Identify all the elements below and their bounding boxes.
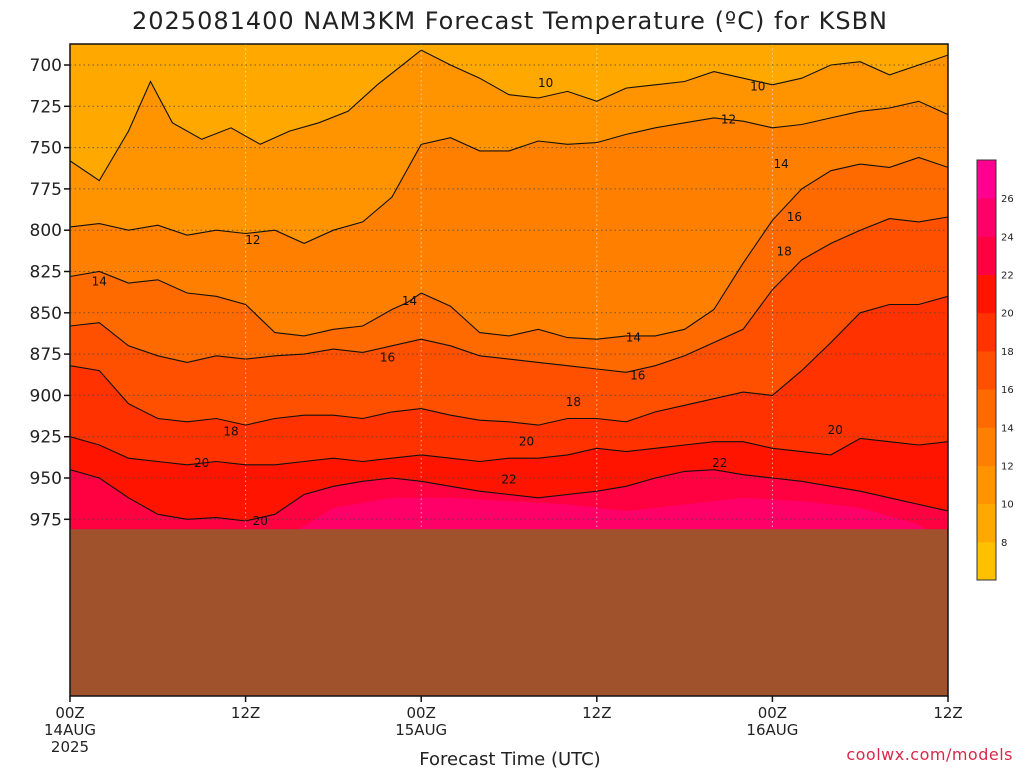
colorbar-tick-label: 10 [1001,500,1014,511]
colorbar-segment [977,160,996,199]
contour-label: 22 [712,456,727,470]
contour-label: 14 [402,294,417,308]
ground-fill [70,529,948,696]
contour-label: 10 [750,79,765,93]
contour-label: 16 [787,210,802,224]
contour-label: 20 [253,514,268,528]
contour-line-16 [70,216,948,373]
y-tick-label: 975 [30,510,62,530]
y-axis: 700 725 750 775 800 825 850 875 900 925 950 975 [30,56,70,530]
colorbar-tick-label: 24 [1001,232,1014,243]
colorbar-segment [977,465,996,505]
colorbar-segment [977,427,996,466]
y-tick-label: 925 [30,428,62,448]
plot-area: 10 10 12 12 14 14 14 14 16 16 16 18 18 18 20 20 20 20 22 22 [69,43,949,697]
contour-label: 20 [519,435,534,449]
colorbar-tick-label: 26 [1001,194,1014,205]
colorbar-tick-label: 22 [1001,271,1014,282]
colorbar-segment [977,350,996,390]
contour-line-12 [70,100,948,245]
credit-text[interactable]: coolwx.com/models [846,745,1013,764]
contour-label: 22 [501,473,516,487]
colorbar-tick-label: 20 [1001,309,1014,320]
colorbar-segment [977,198,996,237]
contour-label: 16 [630,369,645,383]
x-tick-label: 00Z [55,704,84,722]
y-tick-label: 825 [30,263,62,283]
contour-lines [70,49,948,522]
x-tick-label: 12Z [231,704,260,722]
colorbar-segment [977,312,996,352]
contour-line-18 [70,295,948,426]
y-tick-label: 775 [30,180,62,200]
contour-line-20 [70,436,948,466]
contour-line-10 [70,49,948,182]
contour-label: 16 [380,350,395,364]
x-tick-label: 12Z [933,704,962,722]
colorbar-tick-label: 8 [1001,538,1007,549]
x-tick-label: 14AUG [44,721,96,739]
contour-line-22 [70,469,948,522]
y-tick-label: 950 [30,469,62,489]
contour-label: 18 [566,395,581,409]
chart-title: 2025081400 NAM3KM Forecast Temperature (… [132,7,888,35]
colorbar-segment [977,274,996,314]
x-tick-label: 12Z [582,704,611,722]
y-tick-label: 750 [30,139,62,159]
colorbar-tick-label: 16 [1001,385,1014,396]
x-tick-label: 2025 [51,738,89,756]
colorbar-segment [977,236,996,276]
colorbar-segment [977,389,996,428]
contour-label: 12 [245,233,260,247]
colorbar-frame [976,159,997,581]
contour-label: 20 [828,423,843,437]
colorbar-tick-label: 14 [1001,423,1014,434]
y-tick-label: 900 [30,386,62,406]
x-axis-label: Forecast Time (UTC) [419,749,600,768]
contour-label: 14 [626,331,641,345]
colorbar-tick-label: 12 [1001,461,1014,472]
contour-labels: 10 10 12 12 14 14 14 14 16 16 16 18 18 18 20 20 20 20 22 22 [92,76,843,528]
x-tick-label: 00Z [758,704,787,722]
colorbar-segment [977,503,996,543]
contour-label: 20 [194,456,209,470]
x-tick-label: 15AUG [395,721,447,739]
contour-label: 14 [92,274,107,288]
y-tick-label: 875 [30,345,62,365]
x-tick-label: 00Z [407,704,436,722]
colorbar-tick-label: 18 [1001,347,1014,358]
contour-label: 14 [774,157,789,171]
y-tick-label: 800 [30,221,62,241]
contour-label: 18 [223,425,238,439]
contour-label: 12 [721,113,736,127]
colorbar-segment [977,541,996,581]
y-tick-label: 725 [30,97,62,117]
x-tick-label: 16AUG [746,721,798,739]
contour-label: 18 [776,245,791,259]
y-tick-label: 700 [30,56,62,76]
colorbar: 26 24 22 20 18 16 14 12 10 8 [976,159,1014,581]
y-tick-label: 850 [30,304,62,324]
contour-label: 10 [538,76,553,90]
plot-frame [69,43,949,697]
contour-line-14 [70,156,948,340]
